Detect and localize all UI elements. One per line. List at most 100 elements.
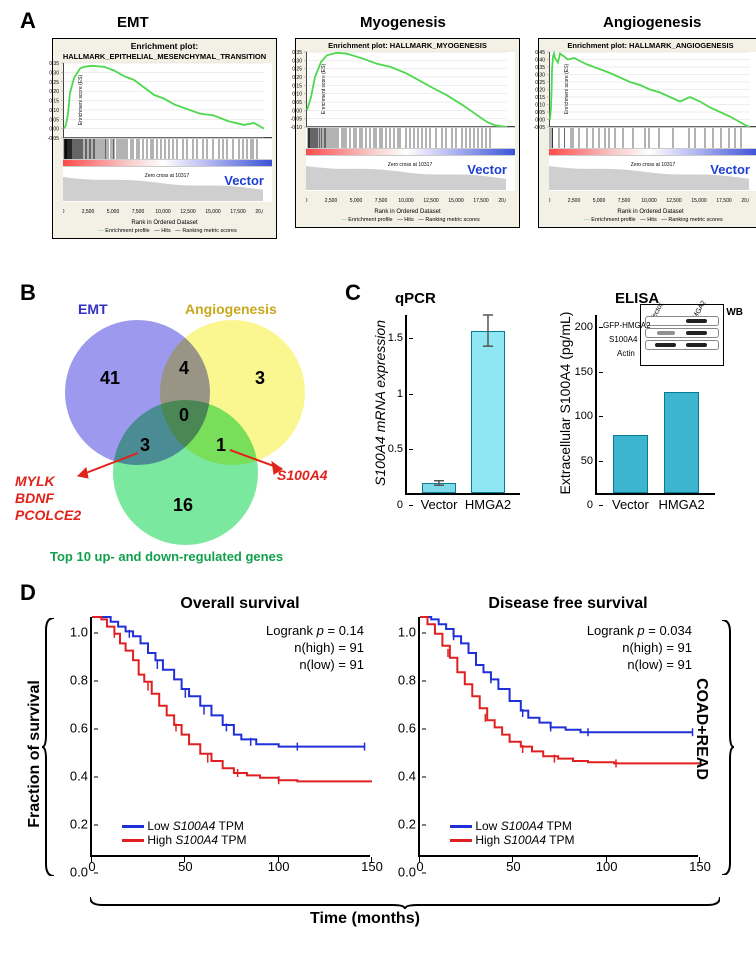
svg-text:0.40: 0.40	[535, 58, 545, 64]
gsea-plot-2: Enrichment plot: HALLMARK_ANGIOGENESISEn…	[538, 38, 756, 228]
svg-text:2,500: 2,500	[82, 209, 95, 215]
km-stat: Logrank p = 0.034	[587, 623, 692, 638]
qpcr-title: qPCR	[395, 290, 436, 307]
svg-text:7,500: 7,500	[132, 209, 145, 215]
svg-text:15,000: 15,000	[205, 209, 221, 215]
svg-text:0.45: 0.45	[535, 50, 545, 56]
svg-text:17,500: 17,500	[716, 198, 732, 204]
km-os-title: Overall survival	[90, 595, 390, 613]
qpcr-ylabel: S100A4 mRNA expression	[372, 318, 388, 488]
svg-text:Zero cross at 10317: Zero cross at 10317	[631, 162, 676, 168]
km-dfs-title: Disease free survival	[418, 595, 718, 613]
svg-text:7,500: 7,500	[375, 198, 388, 204]
svg-text:0.05: 0.05	[535, 110, 545, 116]
bar	[664, 392, 699, 493]
km-stat: n(low) = 91	[627, 657, 692, 672]
svg-text:5,000: 5,000	[593, 198, 606, 204]
svg-text:20,000: 20,000	[498, 198, 506, 204]
svg-text:0.10: 0.10	[292, 92, 302, 98]
svg-text:12,500: 12,500	[666, 198, 682, 204]
panel-c-label: C	[345, 280, 361, 306]
svg-text:0.10: 0.10	[49, 108, 59, 114]
svg-text:0.15: 0.15	[49, 99, 59, 105]
km-stat: n(low) = 91	[299, 657, 364, 672]
venn-count-et: 3	[140, 435, 150, 456]
venn-arrow-left	[70, 450, 140, 485]
svg-text:12,500: 12,500	[180, 209, 196, 215]
svg-text:15,000: 15,000	[691, 198, 707, 204]
gsea-title-1: Myogenesis	[360, 14, 446, 31]
gsea-plot-1: Enrichment plot: HALLMARK_MYOGENESISEnri…	[295, 38, 520, 228]
venn-label-angio: Angiogenesis	[185, 301, 277, 317]
svg-text:0.30: 0.30	[535, 73, 545, 79]
venn-label-emt: EMT	[78, 301, 108, 317]
svg-text:0.30: 0.30	[292, 58, 302, 64]
coad-read-label: COAD+READ	[692, 678, 710, 780]
wb-band-1	[645, 328, 719, 338]
km-stat: n(high) = 91	[294, 640, 364, 655]
km-legend: Low S100A4 TPM High S100A4 TPM	[122, 819, 247, 847]
svg-text:0.20: 0.20	[535, 88, 545, 94]
svg-text:0.15: 0.15	[292, 83, 302, 89]
venn-count-center: 0	[179, 405, 189, 426]
panel-b-label: B	[20, 280, 36, 306]
km-stat: Logrank p = 0.14	[266, 623, 364, 638]
svg-text:0.30: 0.30	[49, 70, 59, 76]
svg-text:-0.05: -0.05	[291, 117, 303, 123]
svg-text:15,000: 15,000	[448, 198, 464, 204]
svg-text:10,000: 10,000	[641, 198, 657, 204]
venn-count-ea: 4	[179, 358, 189, 379]
side-brace	[718, 620, 734, 875]
svg-text:0: 0	[63, 209, 65, 215]
wb-inset: WB Vector HMGA2 GFP-HMGA2 S100A4 Actin	[640, 304, 724, 366]
svg-text:0.25: 0.25	[292, 67, 302, 73]
svg-text:0.00: 0.00	[535, 118, 545, 124]
qpcr-chart: S100A4 mRNA expression 00.511.5 Vector H…	[405, 315, 520, 495]
venn-diagram: EMT Angiogenesis Top 10 up- and down-reg…	[45, 295, 315, 565]
km-legend: Low S100A4 TPM High S100A4 TPM	[450, 819, 575, 847]
venn-count-angio: 3	[255, 368, 265, 389]
svg-text:5,000: 5,000	[350, 198, 363, 204]
svg-text:20,000: 20,000	[255, 209, 263, 215]
elisa-ylabel: Extracellular S100A4 (pg/mL)	[557, 308, 573, 498]
venn-count-top: 16	[173, 495, 193, 516]
venn-gene-left-2: PCOLCE2	[15, 507, 81, 523]
svg-text:-0.05: -0.05	[534, 125, 546, 131]
svg-text:0.25: 0.25	[535, 80, 545, 86]
venn-gene-left-1: BDNF	[15, 490, 54, 506]
venn-count-emt: 41	[100, 368, 120, 389]
svg-text:2,500: 2,500	[568, 198, 581, 204]
svg-text:2,500: 2,500	[325, 198, 338, 204]
km-dfs: Disease free survival 0.00.20.40.60.81.0…	[418, 595, 718, 857]
km-os: Overall survival 0.00.20.40.60.81.005010…	[90, 595, 390, 857]
bar	[613, 435, 648, 493]
svg-text:0.35: 0.35	[49, 61, 59, 67]
venn-count-at: 1	[216, 435, 226, 456]
gsea-plot-0: Enrichment plot:HALLMARK_EPITHELIAL_MESE…	[52, 38, 277, 239]
svg-text:17,500: 17,500	[230, 209, 246, 215]
svg-text:0.15: 0.15	[535, 95, 545, 101]
svg-text:0.00: 0.00	[292, 108, 302, 114]
venn-label-top: Top 10 up- and down-regulated genes	[50, 549, 283, 564]
wb-row-1: S100A4	[609, 335, 637, 344]
wb-row-0: GFP-HMGA2	[603, 321, 651, 330]
svg-text:0.10: 0.10	[535, 103, 545, 109]
wb-title: WB	[726, 307, 743, 318]
x-brace	[90, 895, 720, 909]
svg-text:0.00: 0.00	[49, 127, 59, 133]
svg-text:20,000: 20,000	[741, 198, 749, 204]
svg-text:5,000: 5,000	[107, 209, 120, 215]
svg-text:0.05: 0.05	[49, 117, 59, 123]
gsea-title-2: Angiogenesis	[603, 14, 701, 31]
svg-text:0.35: 0.35	[292, 50, 302, 56]
km-stat: n(high) = 91	[622, 640, 692, 655]
gsea-title-0: EMT	[117, 14, 149, 31]
wb-row-2: Actin	[617, 349, 635, 358]
svg-text:0.05: 0.05	[292, 100, 302, 106]
wb-band-0	[645, 316, 719, 326]
svg-text:Zero cross at 10317: Zero cross at 10317	[388, 162, 433, 168]
wb-band-2	[645, 340, 719, 350]
panel-a-label: A	[20, 8, 36, 34]
svg-text:Zero cross at 10317: Zero cross at 10317	[145, 173, 190, 179]
km-xlabel: Time (months)	[310, 910, 420, 928]
